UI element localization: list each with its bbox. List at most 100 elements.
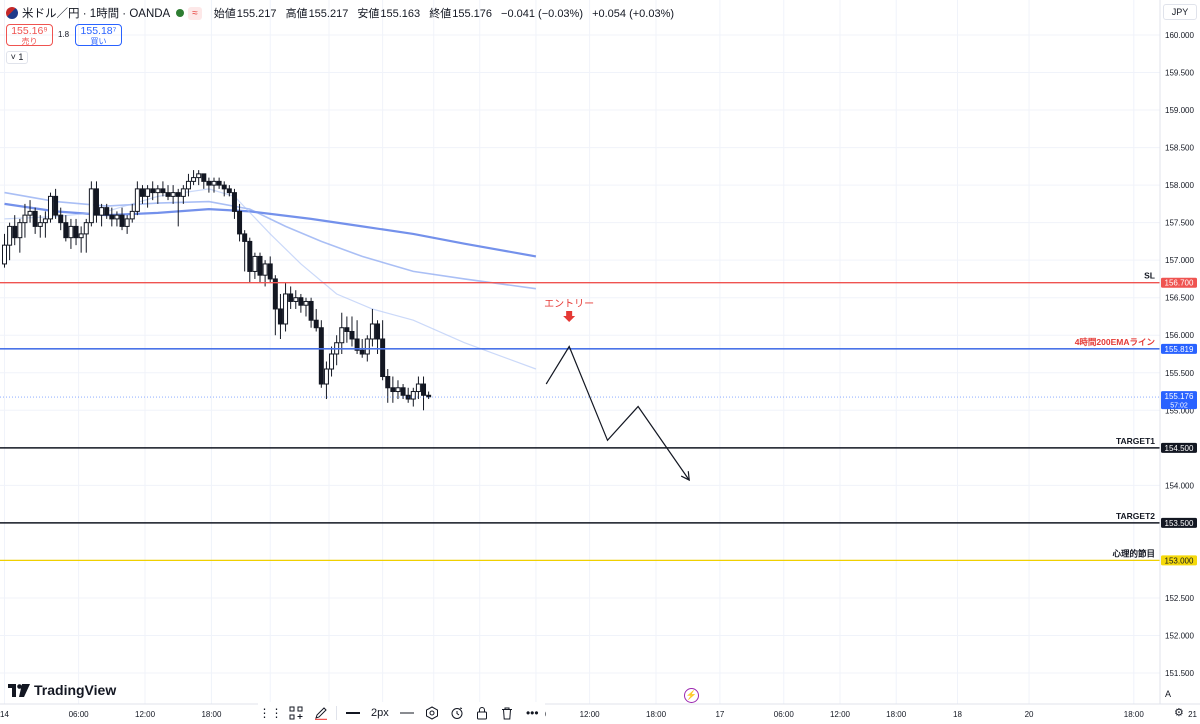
current-price-tag: 155.176 57:02 — [1161, 391, 1197, 410]
candle-body — [375, 323, 381, 340]
toolbar-divider — [336, 706, 337, 720]
candle-body — [252, 255, 258, 272]
candle-body — [206, 180, 212, 186]
candle — [12, 215, 18, 246]
candle — [226, 185, 232, 197]
time-tick-label: 18:00 — [201, 710, 222, 719]
symbol-title[interactable]: 米ドル／円 · 1時間 · OANDA — [22, 8, 171, 20]
candle-body — [303, 300, 309, 306]
candle-body — [145, 188, 151, 197]
open-label: 始値 — [213, 8, 236, 20]
candle-body — [201, 173, 207, 182]
price-tag-bg — [1161, 343, 1197, 354]
indicator-collapse-button[interactable]: ˅ 1 — [6, 51, 28, 64]
candle-body — [369, 323, 375, 340]
add-to-favorites-icon[interactable] — [283, 703, 308, 723]
price-tag-bg — [1161, 277, 1197, 288]
candle — [165, 185, 171, 201]
sell-price: 155.16⁹ — [11, 25, 48, 37]
tradingview-logo[interactable]: TradingView — [8, 682, 116, 698]
price-tick-label: 160.000 — [1165, 31, 1194, 40]
time-tick-label: 18:00 — [886, 710, 907, 719]
candle — [339, 312, 345, 354]
candle — [129, 203, 135, 223]
candle-body — [119, 214, 125, 227]
candle — [93, 181, 99, 223]
candle-body — [114, 214, 120, 220]
time-tick-label: 12:00 — [580, 710, 601, 719]
candle — [277, 293, 283, 339]
projection-arrowhead — [680, 471, 690, 482]
chart-header: 米ドル／円 · 1時間 · OANDA ≈ 始値155.217 高値155.21… — [6, 5, 680, 21]
ohlc-readout: 始値155.217 高値155.217 安値155.163 終値155.176 … — [214, 5, 680, 21]
candle-body — [27, 210, 33, 216]
candle — [2, 233, 7, 268]
candle-body — [165, 192, 171, 197]
candle-body — [421, 383, 427, 396]
stroke-width-selector[interactable]: 2px — [371, 707, 389, 719]
candle-body — [283, 293, 289, 325]
price-tick-label: 158.000 — [1165, 181, 1194, 190]
line-type-icon[interactable] — [395, 703, 420, 723]
candle-body — [247, 240, 253, 272]
price-tick-label: 151.500 — [1165, 669, 1194, 678]
sell-button[interactable]: 155.16⁹ 売り — [6, 24, 53, 46]
price-tick-label: 159.000 — [1165, 106, 1194, 115]
extra-change-value: +0.054 (+0.03%) — [592, 8, 675, 20]
candle-body — [47, 195, 53, 220]
candle-body — [385, 376, 391, 389]
high-label: 高値 — [285, 8, 308, 20]
candle-body — [380, 338, 386, 378]
candle-body — [231, 192, 237, 212]
candle — [104, 203, 110, 219]
candle-body — [2, 244, 7, 265]
lightning-icon[interactable]: ⚡ — [684, 688, 699, 703]
drag-handle-icon[interactable]: ⋮⋮ — [258, 706, 283, 720]
auto-scale-button[interactable]: A — [1165, 689, 1172, 699]
candle — [201, 173, 207, 189]
candle-body — [32, 210, 38, 227]
price-tag: 154.500 — [1161, 442, 1197, 453]
candle — [42, 211, 48, 238]
candle — [27, 200, 33, 223]
price-tick-label: 159.500 — [1165, 69, 1194, 78]
wave-icon[interactable]: ≈ — [188, 6, 202, 20]
candle — [257, 252, 263, 283]
lock-icon[interactable] — [470, 703, 495, 723]
price-tick-label: 152.500 — [1165, 594, 1194, 603]
tradingview-logo-text: TradingView — [34, 682, 117, 698]
candle — [283, 282, 289, 332]
candle — [421, 376, 427, 411]
tradingview-logo-icon — [8, 683, 30, 697]
low-label: 安値 — [357, 8, 380, 20]
candle-body — [359, 349, 365, 355]
candle-body — [58, 214, 64, 224]
trash-icon[interactable] — [495, 703, 520, 723]
candle — [288, 286, 294, 309]
gear-icon[interactable]: ⚙ — [1174, 707, 1184, 719]
candle — [247, 237, 253, 283]
more-options-icon[interactable]: ••• — [525, 706, 539, 720]
market-open-icon — [176, 9, 185, 17]
price-tag: 156.700 — [1161, 277, 1197, 288]
settings-hexagon-icon[interactable] — [420, 703, 445, 723]
time-tick-label: 12:00 — [830, 710, 851, 719]
alert-clock-icon[interactable] — [445, 703, 470, 723]
price-tick-label: 154.000 — [1165, 481, 1194, 490]
currency-selector[interactable]: JPY — [1163, 4, 1197, 20]
line-style-icon[interactable] — [340, 703, 365, 723]
close-value: 155.176 — [452, 8, 492, 20]
candle — [400, 384, 406, 400]
hline-label: TARGET2 — [1116, 511, 1155, 521]
candle-body — [37, 222, 43, 227]
candle — [78, 226, 84, 253]
price-tick-label: 158.500 — [1165, 144, 1194, 153]
candle — [155, 185, 161, 204]
time-tick-label: 18:00 — [646, 710, 667, 719]
buy-button[interactable]: 155.18⁷ 買い — [75, 24, 122, 46]
price-tick-label: 155.000 — [1165, 406, 1194, 415]
pencil-icon[interactable] — [308, 703, 333, 723]
candle-body — [267, 263, 273, 280]
